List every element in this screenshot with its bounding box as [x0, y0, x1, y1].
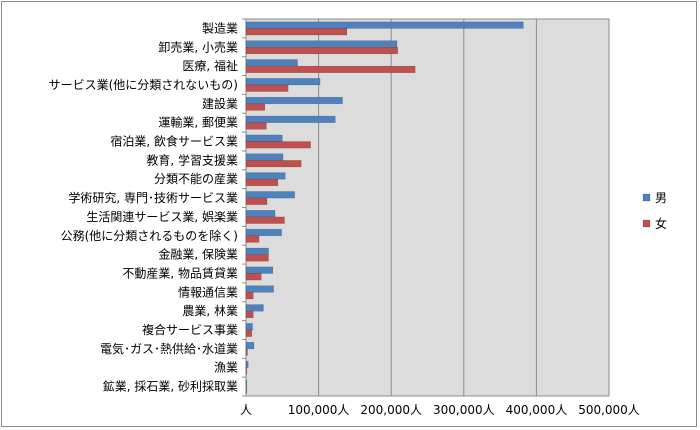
- x-tick-label: 100,000人: [288, 403, 350, 417]
- bar-male[interactable]: [245, 115, 336, 123]
- bar-male[interactable]: [245, 323, 253, 331]
- legend-swatch-female: [642, 219, 651, 228]
- category-label: 金融業, 保険業: [158, 247, 238, 262]
- bar-female[interactable]: [245, 273, 262, 281]
- bar-female[interactable]: [245, 235, 260, 243]
- legend-swatch-male: [642, 193, 651, 202]
- bar-male[interactable]: [245, 153, 284, 161]
- bar-male[interactable]: [245, 96, 343, 105]
- bar-female[interactable]: [245, 386, 248, 394]
- legend-label-female: 女: [655, 216, 667, 231]
- bar-female[interactable]: [245, 122, 267, 130]
- bar-male[interactable]: [245, 40, 398, 48]
- bar-male[interactable]: [245, 21, 524, 29]
- bar-male[interactable]: [245, 78, 321, 86]
- bar-male[interactable]: [245, 266, 274, 274]
- category-label: サービス業(他に分類されないもの): [49, 78, 238, 92]
- category-label: 不動産業, 物品賃貸業: [122, 265, 238, 280]
- category-label: 分類不能の産業: [154, 171, 238, 186]
- bar-female[interactable]: [245, 329, 253, 337]
- bar-female[interactable]: [245, 310, 254, 319]
- bar-male[interactable]: [245, 134, 283, 142]
- category-label: 運輸業, 郵便業: [158, 115, 238, 130]
- bar-male[interactable]: [245, 379, 248, 387]
- x-tick-label: 人: [240, 403, 252, 417]
- bar-male[interactable]: [245, 247, 269, 255]
- bar-female[interactable]: [245, 178, 279, 187]
- category-label: 卸売業, 小売業: [158, 39, 238, 54]
- bar-male[interactable]: [245, 210, 276, 218]
- bar-male[interactable]: [245, 360, 249, 368]
- x-tick-label: 300,000人: [433, 403, 495, 417]
- bar-female[interactable]: [245, 254, 269, 262]
- category-label: 宿泊業, 飲食サービス業: [110, 134, 238, 149]
- category-label: 教育, 学習支援業: [146, 152, 238, 167]
- category-label: 複合サービス事業: [142, 322, 238, 337]
- bar-female[interactable]: [245, 292, 254, 300]
- category-label: 建設業: [202, 96, 238, 111]
- category-label: 鉱業, 採石業, 砂利採取業: [103, 379, 238, 394]
- bar-male[interactable]: [245, 342, 255, 350]
- category-label: 電気･ガス･熱供給･水道業: [100, 341, 238, 356]
- bar-female[interactable]: [245, 103, 266, 111]
- bar-female[interactable]: [245, 47, 398, 55]
- bar-female[interactable]: [245, 348, 248, 356]
- category-label: 漁業: [214, 361, 238, 375]
- bar-male[interactable]: [245, 172, 286, 180]
- category-label: 生活関連サービス業, 娯楽業: [86, 210, 238, 224]
- bar-female[interactable]: [245, 197, 268, 205]
- category-label: 製造業: [202, 21, 238, 35]
- bar-female[interactable]: [245, 65, 416, 73]
- category-label: 医療, 福祉: [182, 58, 238, 73]
- category-label: 情報通信業: [178, 285, 238, 299]
- x-tick-label: 400,000人: [506, 403, 568, 417]
- bar-male[interactable]: [245, 228, 282, 237]
- bar-female[interactable]: [245, 367, 248, 375]
- bar-male[interactable]: [245, 304, 264, 312]
- bar-male[interactable]: [245, 191, 295, 199]
- bar-male[interactable]: [245, 59, 298, 67]
- x-tick-label: 200,000人: [360, 403, 422, 417]
- bar-female[interactable]: [245, 84, 289, 92]
- x-tick-label: 500,000人: [578, 403, 640, 417]
- bar-female[interactable]: [245, 160, 302, 168]
- bar-female[interactable]: [245, 216, 285, 224]
- bar-female[interactable]: [245, 141, 311, 149]
- category-label: 農業, 林業: [182, 304, 238, 318]
- legend-label-male: 男: [655, 191, 667, 205]
- category-label: 学術研究, 専門･技術サービス業: [68, 190, 238, 205]
- bar-male[interactable]: [245, 285, 274, 293]
- category-label: 公務(他に分類されるものを除く): [61, 228, 238, 243]
- bar-female[interactable]: [245, 28, 348, 36]
- plot-area: [245, 18, 610, 397]
